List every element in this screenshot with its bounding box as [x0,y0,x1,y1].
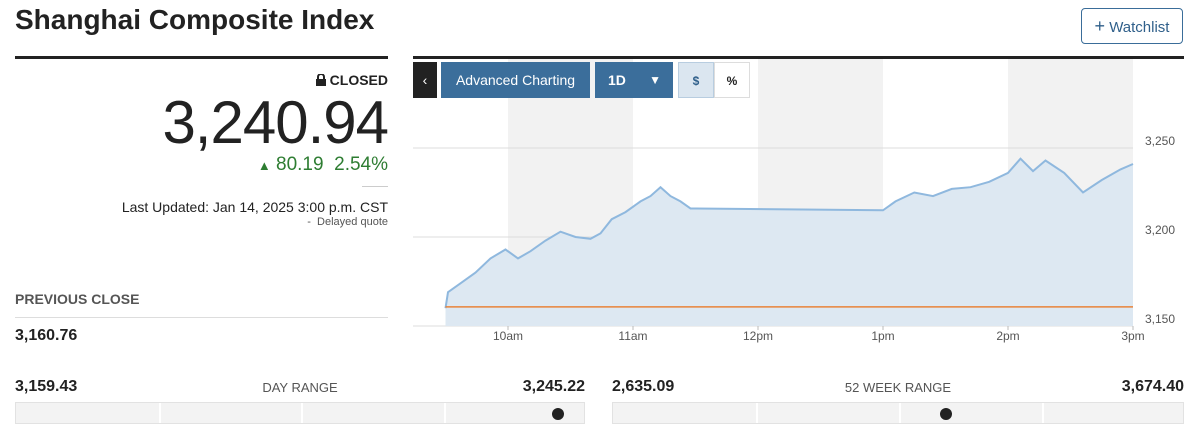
range-low: 3,159.43 [15,378,78,395]
last-updated: Last Updated: Jan 14, 2025 3:00 p.m. CST [121,199,388,215]
percent-toggle[interactable]: % [714,62,750,98]
change-percent: 2.54% [334,154,388,175]
lock-icon [315,73,326,86]
period-select[interactable]: 1D ▼ [595,62,673,98]
x-tick-label: 12pm [743,329,773,343]
x-tick-label: 10am [493,329,523,343]
range-high: 3,674.40 [1121,378,1184,395]
price: 3,240.94 [162,89,389,156]
delay: - Delayed quote [307,216,388,228]
change-value: 80.19 [276,154,324,175]
price-line [444,157,1134,309]
x-tick-label: 3pm [1121,329,1144,343]
y-tick-label: 3,200 [1145,223,1175,237]
range-low: 2,635.09 [612,378,675,395]
period: 1D [608,72,626,88]
collapse-button[interactable]: ‹ [413,62,437,98]
range-label: 52 WEEK RANGE [844,380,952,395]
x-tick-label: 11am [618,329,647,343]
y-tick-label: 3,150 [1145,312,1175,326]
change: ▲ 80.19 2.54% [257,154,388,175]
range-high: 3,245.22 [522,378,585,395]
x-tick-label: 1pm [871,329,894,343]
range-segment [899,403,901,423]
delay-note: Delayed quote [317,216,388,228]
advanced-charting-button[interactable]: Advanced Charting [441,62,590,98]
watchlist-label: Watchlist [1109,19,1170,36]
dollar-toggle[interactable]: $ [678,62,714,98]
range-segment [1042,403,1044,423]
chart: 3,150 3,200 3,250 10am 11am 12pm 1pm 2pm 3pm [413,59,1175,343]
market-status: CLOSED [315,72,388,88]
range-segment [443,403,446,423]
range-label: DAY RANGE [262,380,338,395]
divider [362,186,388,187]
y-tick-label: 3,250 [1145,134,1175,148]
range-bar [15,402,585,424]
previous-close-value: 3,160.76 [15,327,78,344]
range-marker [940,408,953,420]
area [445,158,1133,326]
divider [413,56,1184,59]
previous-close-label: PREVIOUS CLOSE [15,291,140,307]
divider [15,317,388,318]
range-bar [612,402,1184,424]
range-segment [756,403,758,423]
watchlist-button[interactable]: + Watchlist [1081,8,1183,44]
title: Shanghai Composite Index [15,4,375,35]
x-tick-label: 2pm [996,329,1019,343]
divider [15,56,388,59]
range-marker [551,408,564,420]
range-segment [158,403,161,423]
range-segment [301,403,303,423]
status: CLOSED [329,72,388,88]
